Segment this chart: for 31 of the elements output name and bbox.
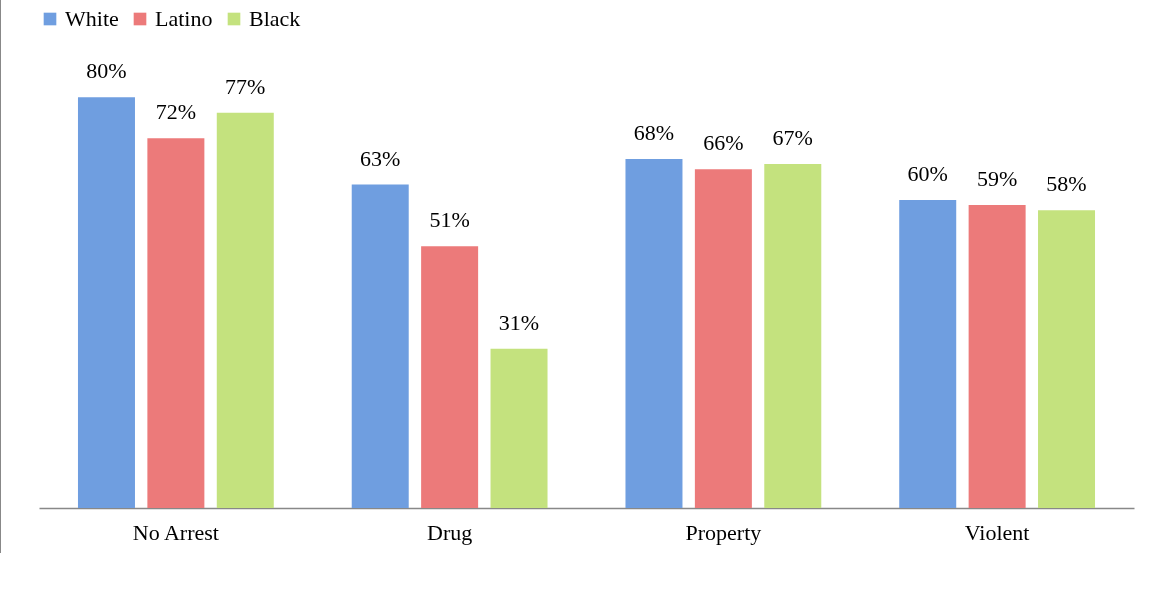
data-label: 31% xyxy=(498,309,540,335)
data-label: 66% xyxy=(703,130,744,156)
data-label: 58% xyxy=(1046,171,1087,197)
bar xyxy=(77,97,135,508)
data-label: 77% xyxy=(225,73,266,99)
data-label: 60% xyxy=(907,160,948,186)
bar xyxy=(625,158,683,508)
legend-label: Black xyxy=(249,6,301,31)
bar xyxy=(216,112,274,508)
data-label: 72% xyxy=(155,99,197,125)
bar xyxy=(899,199,957,508)
bar xyxy=(1038,210,1096,508)
bar xyxy=(351,184,409,508)
data-label: 68% xyxy=(633,119,675,145)
data-label: 67% xyxy=(772,125,813,151)
data-label: 51% xyxy=(429,207,470,233)
bar xyxy=(147,138,205,508)
x-tick-label: No Arrest xyxy=(132,519,219,545)
bar xyxy=(490,348,548,508)
data-label: 80% xyxy=(86,58,127,84)
bar xyxy=(694,169,752,508)
legend-label: Latino xyxy=(155,6,213,31)
data-label: 63% xyxy=(360,145,401,171)
legend-label: White xyxy=(65,6,119,31)
x-tick-label: Violent xyxy=(964,519,1030,545)
bar xyxy=(968,205,1026,508)
x-tick-label: Drug xyxy=(427,519,473,545)
bar xyxy=(421,246,479,508)
x-tick-label: Property xyxy=(685,519,762,545)
bar xyxy=(764,164,822,508)
data-label: 59% xyxy=(976,166,1018,192)
